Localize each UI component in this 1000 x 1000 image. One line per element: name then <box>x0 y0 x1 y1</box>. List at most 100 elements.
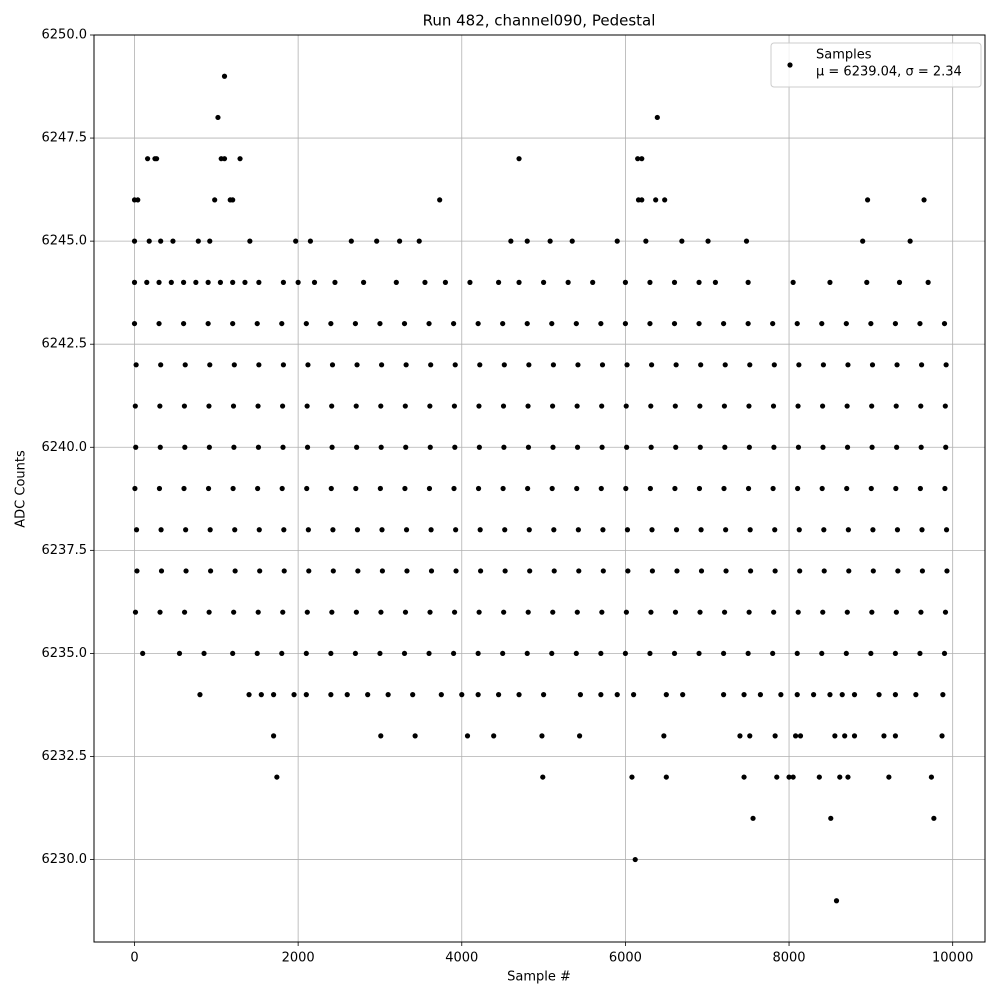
point <box>303 692 309 698</box>
point <box>379 527 385 533</box>
point <box>328 320 334 327</box>
point <box>892 650 899 657</box>
point <box>402 609 409 615</box>
point <box>771 609 777 615</box>
point <box>140 650 146 657</box>
point <box>332 279 338 285</box>
point <box>549 403 556 409</box>
point <box>697 444 703 450</box>
point <box>892 733 899 739</box>
point <box>540 774 546 780</box>
point <box>401 650 408 657</box>
point <box>774 774 780 780</box>
point <box>328 485 334 492</box>
point <box>144 156 151 162</box>
y-tick-label: 6240.0 <box>42 440 88 455</box>
y-tick-label: 6250.0 <box>42 28 88 43</box>
x-tick-label: 2000 <box>282 951 315 966</box>
point <box>247 238 253 244</box>
point <box>844 609 850 615</box>
point <box>132 485 138 492</box>
point <box>741 692 747 698</box>
point <box>525 609 531 615</box>
point <box>931 815 937 821</box>
point <box>820 609 826 615</box>
point <box>868 650 874 657</box>
chart-title: Run 482, channel090, Pedestal <box>423 12 656 30</box>
point <box>437 197 443 203</box>
legend-label: Samples <box>816 48 872 63</box>
point <box>680 692 686 698</box>
point <box>205 320 211 327</box>
point <box>551 568 557 574</box>
y-tick-label: 6230.0 <box>42 852 88 867</box>
point <box>864 197 871 203</box>
x-tick-label: 0 <box>130 951 138 966</box>
point <box>135 197 141 203</box>
point <box>663 692 669 698</box>
point <box>614 238 620 244</box>
point <box>365 692 371 698</box>
point <box>133 527 140 533</box>
point <box>624 527 631 533</box>
point <box>280 609 286 615</box>
point <box>943 362 949 368</box>
point <box>630 692 637 698</box>
point <box>881 733 887 739</box>
point <box>673 362 679 368</box>
point <box>796 362 802 368</box>
point <box>746 403 752 409</box>
point <box>393 279 399 285</box>
point <box>757 692 764 698</box>
point <box>378 733 384 739</box>
point <box>551 527 557 533</box>
point <box>303 650 309 657</box>
point <box>450 650 457 657</box>
point <box>215 114 221 121</box>
point <box>524 238 530 244</box>
x-tick-label: 8000 <box>772 951 805 966</box>
point <box>918 444 924 450</box>
point <box>745 320 751 327</box>
point <box>794 692 800 698</box>
point <box>385 692 391 698</box>
point <box>355 568 361 574</box>
point <box>672 403 678 409</box>
point <box>257 568 263 574</box>
point <box>378 362 385 368</box>
point <box>477 527 483 533</box>
point <box>844 444 851 450</box>
point <box>648 362 655 368</box>
point <box>869 403 875 409</box>
point <box>230 279 236 285</box>
point <box>311 279 318 285</box>
point <box>746 444 752 450</box>
point <box>205 485 212 492</box>
point <box>156 279 162 285</box>
point <box>495 279 502 285</box>
point <box>378 403 384 409</box>
point <box>525 485 531 492</box>
point <box>745 650 751 657</box>
point <box>377 320 383 327</box>
point <box>132 403 138 409</box>
point <box>832 733 838 739</box>
point <box>281 568 287 574</box>
point <box>623 485 629 492</box>
points <box>131 73 950 904</box>
point <box>450 320 457 327</box>
point <box>747 733 753 739</box>
point <box>221 156 228 162</box>
point <box>426 650 432 657</box>
point <box>918 403 924 409</box>
point <box>649 527 655 533</box>
point <box>477 568 484 574</box>
y-axis-label: ADC Counts <box>14 450 29 528</box>
point <box>352 320 359 327</box>
point <box>242 279 248 285</box>
point <box>943 527 950 533</box>
point <box>820 444 826 450</box>
point <box>279 650 285 657</box>
